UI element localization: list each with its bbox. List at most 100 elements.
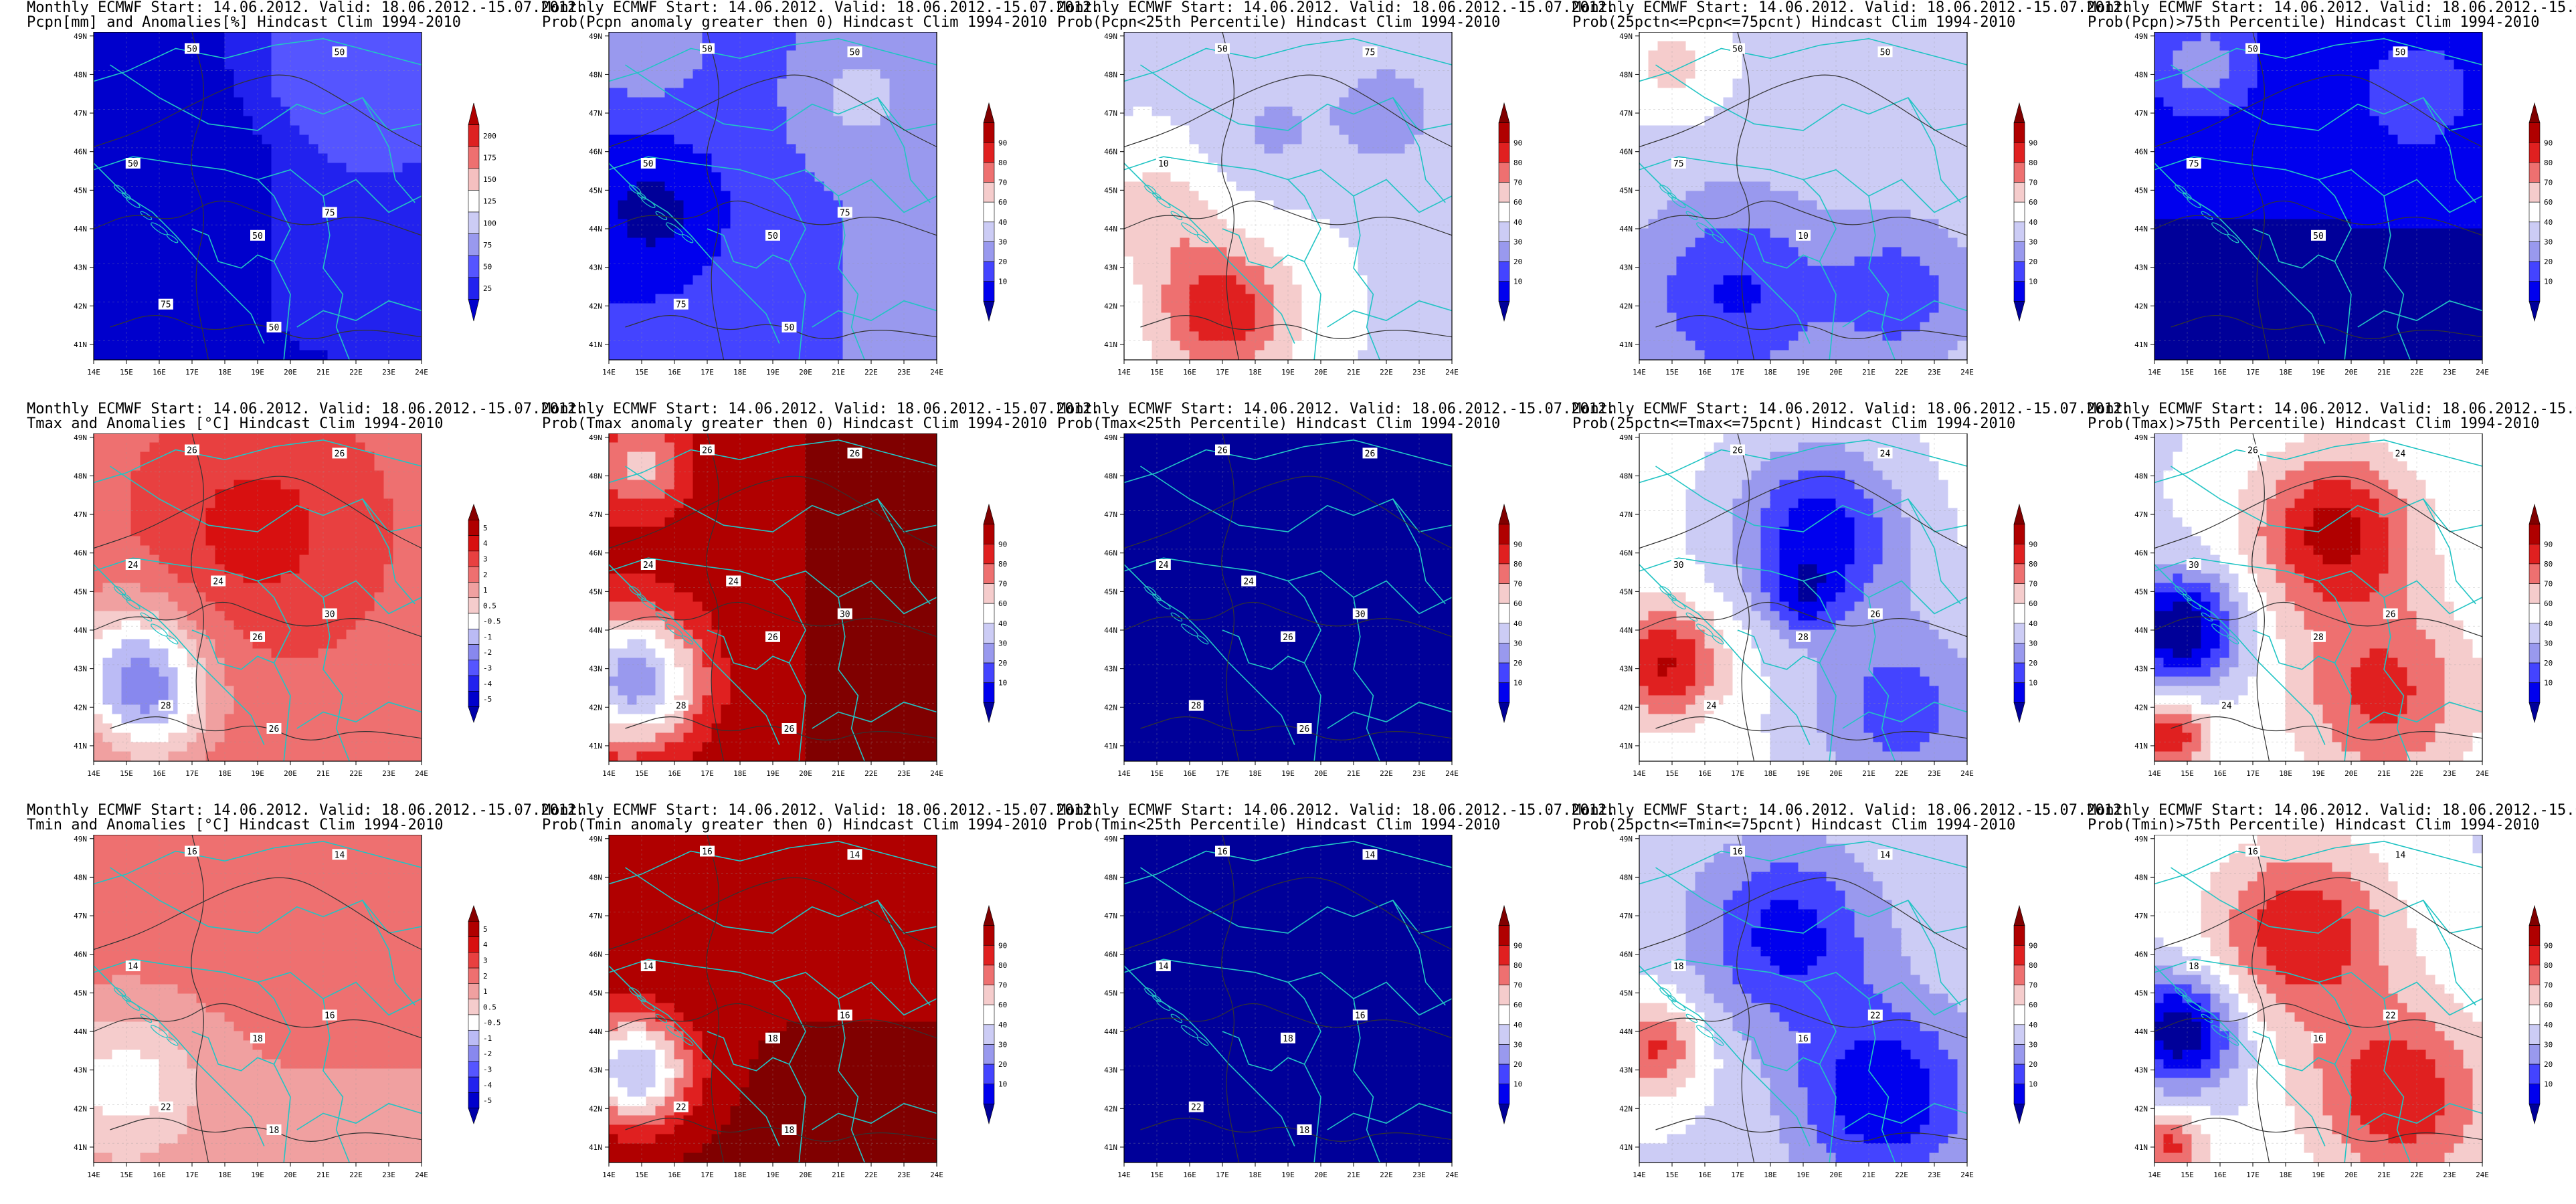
contour-label: 16	[840, 1011, 850, 1021]
panel-title-subtitle: Pcpn[mm] and Anomalies[%] Hindcast Clim …	[27, 15, 461, 31]
lon-tick-label: 21E	[832, 368, 845, 377]
color-bar-label: 80	[998, 560, 1007, 569]
contour-label-box	[673, 700, 688, 711]
color-bar-label: 90	[998, 540, 1007, 548]
contour-label: 14	[1158, 962, 1169, 972]
contour-label: 26	[702, 446, 713, 456]
lat-tick-label: 46N	[74, 950, 87, 959]
lon-tick-label: 15E	[635, 1171, 648, 1179]
contour-label-box	[700, 43, 715, 54]
lon-tick-label: 20E	[799, 769, 812, 778]
lon-tick-label: 18E	[733, 1171, 747, 1179]
contour-label-box	[1156, 961, 1171, 971]
lon-tick-label: 14E	[87, 1171, 100, 1179]
contour-label-box	[640, 961, 656, 971]
contour-label: 22	[1191, 1103, 1202, 1113]
map-panel: Monthly ECMWF Start: 14.06.2012. Valid: …	[0, 803, 585, 1204]
lon-tick-label: 14E	[2148, 1171, 2161, 1179]
color-bar-label: 30	[1513, 639, 1522, 647]
color-bar-label: 10	[998, 1080, 1007, 1089]
lat-tick-label: 41N	[1619, 742, 1633, 750]
contour-label-box	[250, 1032, 265, 1043]
color-bar-label: 40	[2029, 619, 2037, 628]
color-bar-label: 70	[998, 580, 1007, 589]
color-bar-label: 25	[483, 284, 492, 293]
lon-tick-label: 19E	[1797, 1171, 1810, 1179]
color-bar-label: -0.5	[483, 617, 501, 626]
color-bar: 200 175 150 125 100 75 50 25	[468, 102, 496, 322]
contour-label: 10	[1158, 159, 1169, 169]
lon-tick-label: 21E	[1347, 1171, 1360, 1179]
lon-tick-label: 21E	[2377, 769, 2391, 778]
color-bar-label: 125	[483, 197, 496, 206]
contour-label-box	[1671, 158, 1686, 169]
lat-tick-label: 47N	[1104, 912, 1117, 920]
lat-tick-label: 41N	[589, 742, 602, 750]
color-bar: 90 80 70 60 40 30 20 10	[2528, 503, 2553, 724]
contour-label-box	[1188, 700, 1204, 711]
contour-label: 28	[1798, 633, 1809, 643]
contour-label: 28	[1191, 702, 1202, 712]
lon-tick-label: 17E	[1216, 1171, 1229, 1179]
color-bar-label: 60	[2544, 198, 2553, 207]
contour-label-box	[125, 961, 141, 971]
lon-tick-label: 19E	[766, 1171, 779, 1179]
lon-tick-label: 16E	[1698, 1171, 1712, 1179]
lon-tick-label: 16E	[153, 769, 166, 778]
lon-tick-label: 24E	[1445, 1171, 1459, 1179]
country-borders	[1639, 439, 1967, 761]
lon-tick-label: 15E	[120, 1171, 133, 1179]
color-bar-label: 4	[483, 940, 488, 949]
lon-tick-label: 23E	[1412, 769, 1426, 778]
lon-tick-label: 20E	[1829, 769, 1843, 778]
color-bar-label: 70	[998, 981, 1007, 990]
lon-tick-label: 24E	[415, 1171, 428, 1179]
color-bar-label: 80	[998, 961, 1007, 970]
lon-tick-label: 18E	[2279, 1171, 2292, 1179]
contour-label-box	[1867, 1009, 1883, 1021]
color-bar-label: 20	[998, 258, 1007, 266]
lon-tick-label: 15E	[1665, 368, 1679, 377]
lat-tick-label: 48N	[2134, 70, 2148, 79]
panel-title-subtitle: Prob(Pcpn<25th Percentile) Hindcast Clim…	[1057, 15, 1500, 31]
contour-label: 50	[2247, 45, 2258, 55]
lat-tick-label: 41N	[74, 340, 87, 349]
panel-title-header: Monthly ECMWF Start: 14.06.2012. Valid: …	[1572, 401, 2130, 417]
color-bar-label: 20	[2544, 1060, 2553, 1069]
lat-tick-label: 49N	[589, 835, 602, 843]
color-bar-label: 90	[2029, 138, 2037, 147]
contour-label: 26	[1732, 446, 1743, 456]
contour-label-box	[726, 575, 741, 587]
shaded-field	[2154, 835, 2482, 1163]
color-bar-label: 60	[998, 599, 1007, 608]
color-bar-label: 10	[998, 278, 1007, 286]
contour-label: 16	[1355, 1011, 1366, 1021]
contour-label: 30	[1673, 561, 1684, 571]
lat-tick-label: 49N	[74, 32, 87, 41]
lat-tick-label: 47N	[1104, 510, 1117, 519]
lat-tick-label: 43N	[589, 665, 602, 674]
shaded-field	[94, 32, 422, 360]
color-bar-label: 20	[1513, 659, 1522, 668]
panel-title-subtitle: Prob(25pctn<=Tmax<=75pcnt) Hindcast Clim…	[1572, 416, 2015, 432]
lat-tick-label: 43N	[1104, 665, 1117, 674]
contour-label-box	[2393, 447, 2408, 459]
contour-label: 50	[1732, 45, 1743, 55]
lat-tick-label: 41N	[1619, 1143, 1633, 1152]
contour-label: 30	[325, 610, 335, 620]
contour-label: 50	[643, 159, 654, 169]
color-bar-label: 10	[2544, 679, 2553, 688]
contour-label-box	[847, 447, 862, 459]
color-bar-label: 40	[2544, 218, 2553, 227]
contour-label: 22	[2385, 1011, 2396, 1021]
contour-label: 26	[2247, 446, 2258, 456]
lat-tick-label: 44N	[1619, 626, 1633, 635]
panel-title-header: Monthly ECMWF Start: 14.06.2012. Valid: …	[27, 0, 585, 16]
color-bar-label: 100	[483, 219, 496, 227]
lat-tick-label: 45N	[2134, 989, 2148, 997]
color-bar-label: 60	[2029, 599, 2037, 608]
contour-label: 50	[187, 45, 197, 55]
color-bar-label: 3	[483, 957, 488, 965]
lat-tick-label: 48N	[1619, 70, 1633, 79]
lat-tick-label: 42N	[589, 302, 602, 310]
